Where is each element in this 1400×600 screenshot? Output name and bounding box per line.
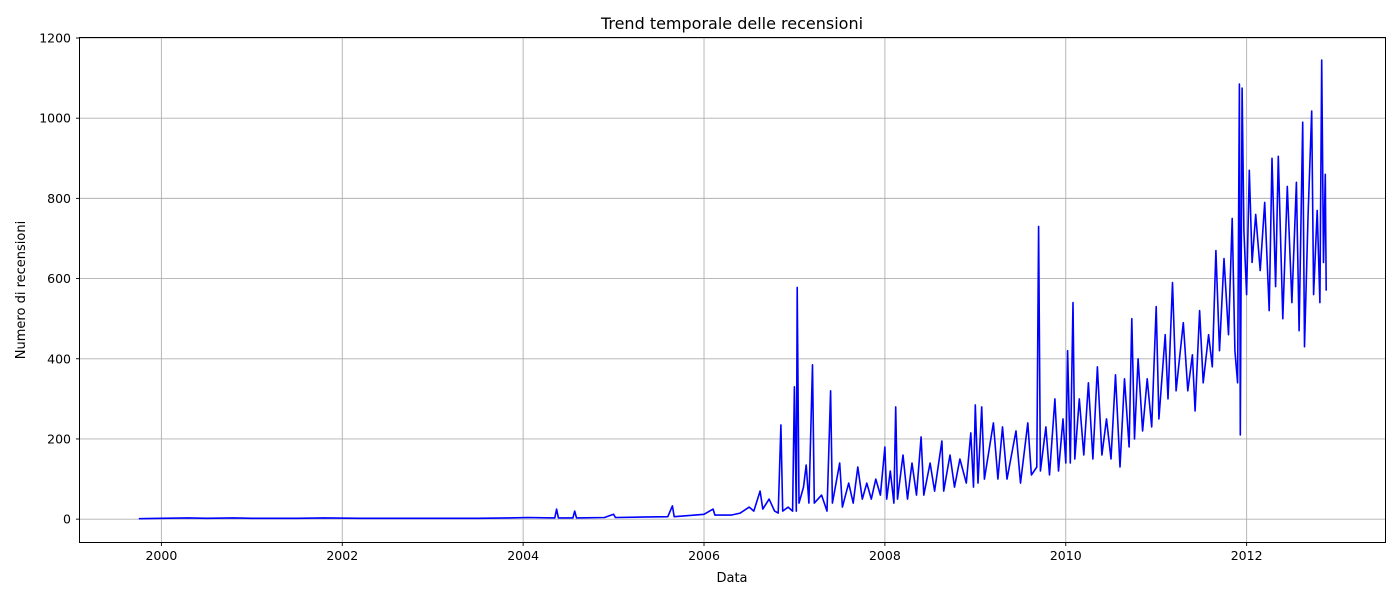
y-tick-label: 0 [63,512,71,527]
x-tick-label: 2012 [1231,548,1263,563]
x-tick-label: 2008 [869,548,901,563]
y-tick-label: 600 [47,271,71,286]
plot-frame [79,37,1386,543]
y-tick-label: 200 [47,431,71,446]
series-group [138,59,1327,520]
axis-ticks [76,37,1248,546]
x-tick-labels: 2000 2002 2004 2006 2008 2010 2012 [145,548,1262,563]
x-tick-label: 2010 [1050,548,1082,563]
series-line [138,59,1327,520]
x-tick-label: 2002 [326,548,358,563]
x-tick-label: 2006 [688,548,720,563]
x-tick-label: 2004 [507,548,539,563]
x-axis-label: Data [716,571,747,586]
chart-title: Trend temporale delle recensioni [600,14,863,33]
y-tick-label: 400 [47,351,71,366]
y-tick-label: 1200 [39,31,71,46]
y-axis-label: Numero di recensioni [14,221,29,359]
y-tick-labels: 0 200 400 600 800 1000 1200 [39,31,71,527]
x-tick-label: 2000 [145,548,177,563]
grid-lines [80,37,1385,542]
y-tick-label: 800 [47,191,71,206]
y-tick-label: 1000 [39,111,71,126]
